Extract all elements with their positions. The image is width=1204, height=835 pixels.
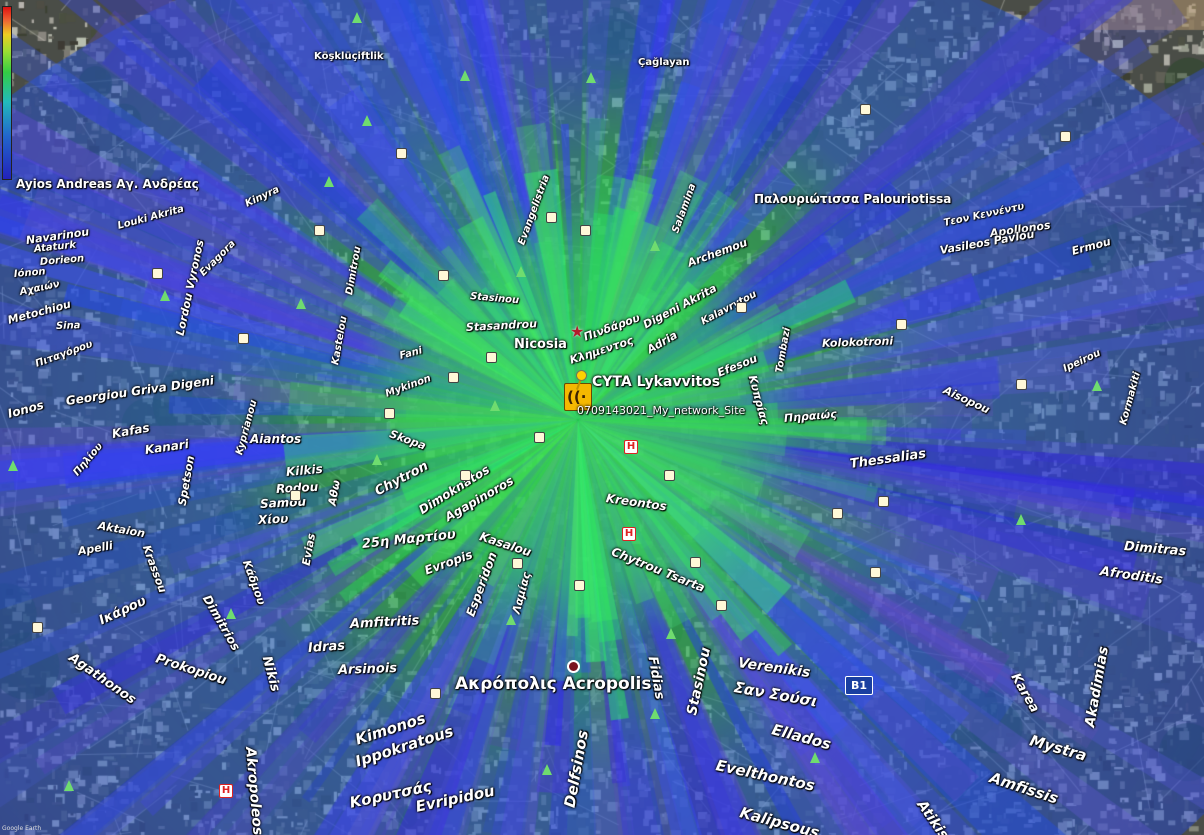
cafe-icon[interactable] [832, 508, 843, 519]
park-icon[interactable] [362, 115, 372, 126]
street-label: Amfitritis [349, 613, 420, 632]
poi-square-icon[interactable] [438, 270, 449, 281]
cell-site-marker[interactable]: ((· [564, 370, 592, 411]
street-label: Arsinois [337, 660, 398, 678]
museum-icon[interactable] [32, 622, 43, 633]
park-icon[interactable] [1092, 380, 1102, 391]
poi-square-icon[interactable] [574, 580, 585, 591]
park-icon[interactable] [296, 298, 306, 309]
park-icon[interactable] [666, 628, 676, 639]
museum-icon[interactable] [460, 470, 471, 481]
poi-square-icon[interactable] [290, 490, 301, 501]
poi-square-icon[interactable] [1016, 379, 1027, 390]
place-dot-icon[interactable] [567, 660, 580, 673]
park-icon[interactable] [516, 266, 526, 277]
attribution-text: Google Earth [2, 825, 42, 832]
park-icon[interactable] [226, 608, 236, 619]
poi-square-icon[interactable] [860, 104, 871, 115]
park-icon[interactable] [586, 72, 596, 83]
shop-icon[interactable] [690, 557, 701, 568]
site-id-label[interactable]: 0709143021_My_network_Site [577, 404, 746, 417]
street-label: Aiantos [250, 432, 302, 446]
place-label-ayios-andreas[interactable]: Ayios Andreas Αγ. Ανδρέας [16, 177, 199, 191]
pushpin-icon [576, 370, 587, 381]
park-icon[interactable] [324, 176, 334, 187]
signal-strength-legend [2, 6, 12, 180]
park-icon[interactable] [810, 752, 820, 763]
place-label-palouriotissa[interactable]: Παλουριώτισσα Palouriotissa [754, 192, 952, 206]
place-label-caglayan[interactable]: Çağlayan [638, 57, 690, 68]
park-icon[interactable] [506, 614, 516, 625]
park-icon[interactable] [490, 400, 500, 411]
poi-square-icon[interactable] [512, 558, 523, 569]
poi-square-icon[interactable] [716, 600, 727, 611]
star-landmark-icon[interactable]: ★ [570, 322, 585, 341]
park-icon[interactable] [8, 460, 18, 471]
park-icon[interactable] [650, 240, 660, 251]
poi-square-icon[interactable] [396, 148, 407, 159]
site-name-label[interactable]: CYTA Lykavvitos [592, 374, 721, 390]
poi-square-icon[interactable] [152, 268, 163, 279]
shop-icon[interactable] [664, 470, 675, 481]
poi-square-icon[interactable] [314, 225, 325, 236]
poi-square-icon[interactable] [736, 302, 747, 313]
poi-square-icon[interactable] [238, 333, 249, 344]
place-label-acropolis[interactable]: Ακρόπολις Acropolis [455, 674, 652, 694]
hospital-icon[interactable]: H [624, 440, 638, 454]
school-icon[interactable] [878, 496, 889, 507]
park-icon[interactable] [650, 708, 660, 719]
street-label: Kilkis [285, 461, 324, 479]
poi-square-icon[interactable] [896, 319, 907, 330]
museum-icon[interactable] [870, 567, 881, 578]
street-label: Kolokotroni [821, 334, 894, 350]
street-label: Χίου [257, 511, 289, 527]
park-icon[interactable] [352, 12, 362, 23]
hospital-icon[interactable]: H [622, 527, 636, 541]
poi-square-icon[interactable] [384, 408, 395, 419]
park-icon[interactable] [160, 290, 170, 301]
poi-square-icon[interactable] [1060, 131, 1071, 142]
street-label: Stasandrou [465, 317, 538, 334]
poi-square-icon[interactable] [546, 212, 557, 223]
park-icon[interactable] [64, 780, 74, 791]
antenna-icon: ((· [567, 388, 587, 406]
park-icon[interactable] [1016, 514, 1026, 525]
poi-square-icon[interactable] [448, 372, 459, 383]
park-icon[interactable] [460, 70, 470, 81]
park-icon[interactable] [372, 454, 382, 465]
road-shield-b1: B1 [845, 676, 874, 695]
poi-square-icon[interactable] [486, 352, 497, 363]
place-label-koskluciftlik[interactable]: Köşklüçiftlik [314, 51, 384, 62]
street-label: Sina [55, 320, 81, 332]
park-icon[interactable] [542, 764, 552, 775]
street-label: Idras [307, 638, 346, 656]
poi-square-icon[interactable] [580, 225, 591, 236]
place-label-nicosia[interactable]: Nicosia [514, 337, 567, 352]
hospital-icon[interactable]: H [219, 784, 233, 798]
museum-icon[interactable] [534, 432, 545, 443]
museum-icon[interactable] [430, 688, 441, 699]
